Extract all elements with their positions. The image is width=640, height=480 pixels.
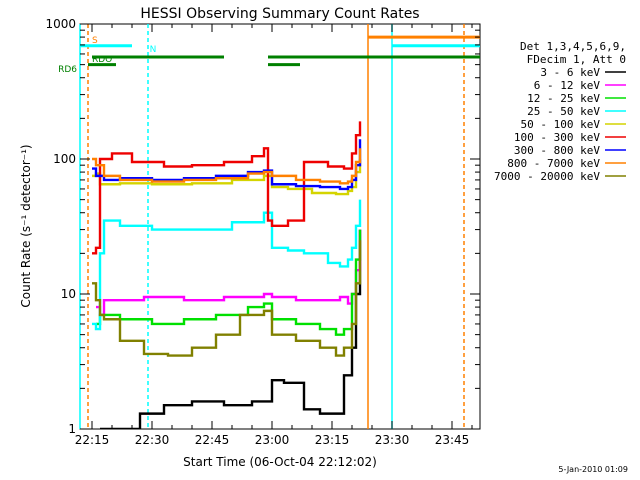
series-line [96, 229, 362, 317]
x-tick-label: 23:15 [315, 433, 350, 447]
legend-entry-label: 12 - 25 keV [527, 92, 600, 105]
legend-entry-label: 50 - 100 keV [521, 118, 601, 131]
flag-label: RD6 [58, 65, 77, 75]
flag-label: S [92, 36, 98, 46]
axes: 22:15 22:30 22:45 23:00 23:15 23:30 23:45 1 10 10… [45, 17, 480, 447]
series-line [92, 148, 362, 185]
y-tick-label: 100 [53, 152, 76, 166]
series-lines [92, 121, 362, 429]
x-tick-label: 22:15 [75, 433, 110, 447]
legend-entry-label: 100 - 300 keV [514, 131, 600, 144]
legend-header: FDecim 1, Att 0 [527, 53, 626, 66]
y-axis-label: Count Rate (s⁻¹ detector⁻¹) [19, 144, 33, 307]
legend-entry-label: 800 - 7000 keV [507, 157, 600, 170]
series-line [100, 229, 362, 429]
x-tick-label: 22:30 [135, 433, 170, 447]
flag-label: N [150, 45, 157, 55]
y-tick-label: 1000 [45, 17, 76, 31]
y-tick-label: 10 [61, 287, 76, 301]
legend-entry-label: 7000 - 20000 keV [494, 170, 600, 183]
x-tick-label: 23:30 [375, 433, 410, 447]
legend-entry-label: 6 - 12 keV [534, 79, 601, 92]
x-axis-label: Start Time (06-Oct-04 22:12:02) [183, 455, 377, 469]
legend-entry-label: 25 - 50 keV [527, 105, 600, 118]
vertical-markers [79, 24, 465, 429]
legend-header: Det 1,3,4,5,6,9, [520, 40, 626, 53]
series-line [92, 199, 362, 331]
y-tick-label: 1 [68, 422, 76, 436]
series-line [92, 121, 362, 255]
footer-timestamp: 5-Jan-2010 01:09 [558, 465, 628, 474]
series-line [92, 240, 362, 357]
x-tick-label: 22:45 [195, 433, 230, 447]
legend-entry-label: 300 - 800 keV [514, 144, 600, 157]
flag-label: RDO [92, 55, 112, 65]
legend: Det 1,3,4,5,6,9,FDecim 1, Att 03 - 6 keV… [494, 40, 626, 183]
x-tick-label: 23:00 [255, 433, 290, 447]
chart-title: HESSI Observing Summary Count Rates [140, 6, 419, 22]
series-line [96, 229, 362, 336]
flag-bars: S N RDO RD6 [58, 35, 480, 75]
legend-entry-label: 3 - 6 keV [540, 66, 600, 79]
x-tick-label: 23:45 [435, 433, 470, 447]
